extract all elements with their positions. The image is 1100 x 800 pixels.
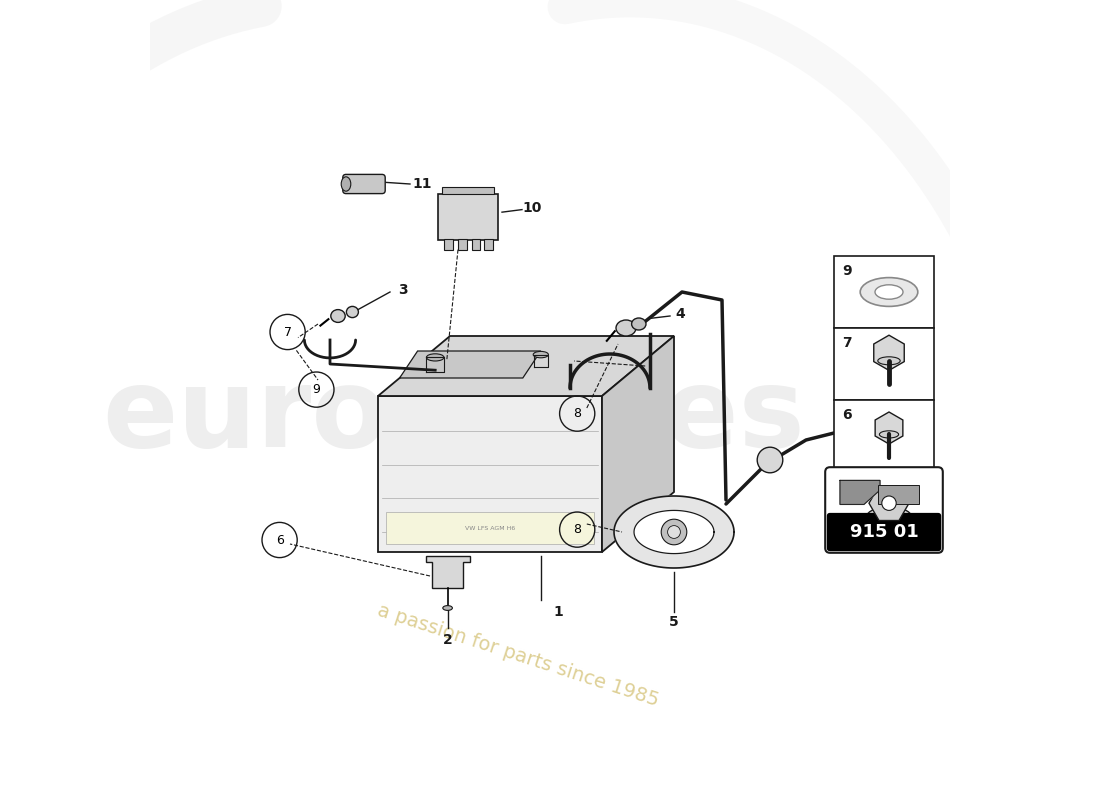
Text: 8: 8	[842, 480, 851, 494]
Ellipse shape	[867, 507, 911, 525]
Bar	[442, 187, 494, 194]
Circle shape	[668, 526, 681, 538]
Ellipse shape	[427, 354, 444, 361]
Bar	[484, 239, 493, 250]
Polygon shape	[399, 351, 541, 378]
Text: 9: 9	[842, 264, 851, 278]
Bar	[386, 512, 594, 544]
Text: 9: 9	[312, 383, 320, 396]
Text: 10: 10	[522, 201, 542, 215]
Text: 7: 7	[284, 326, 292, 338]
Bar	[834, 472, 934, 544]
Text: 8: 8	[573, 523, 581, 536]
Bar	[834, 400, 934, 472]
Polygon shape	[840, 480, 880, 504]
Ellipse shape	[534, 351, 549, 358]
Text: a passion for parts since 1985: a passion for parts since 1985	[375, 602, 661, 710]
Text: eurospares: eurospares	[102, 362, 805, 470]
Text: 5: 5	[669, 615, 679, 630]
Ellipse shape	[878, 357, 900, 365]
Text: 8: 8	[573, 407, 581, 420]
Bar	[878, 485, 920, 504]
Text: 11: 11	[412, 177, 431, 191]
FancyBboxPatch shape	[343, 174, 385, 194]
Circle shape	[757, 447, 783, 473]
Text: 915 01: 915 01	[849, 523, 918, 541]
FancyBboxPatch shape	[827, 513, 942, 551]
Polygon shape	[378, 396, 602, 552]
Bar	[458, 239, 466, 250]
Text: 6: 6	[276, 534, 284, 546]
Polygon shape	[602, 336, 674, 552]
Text: 4: 4	[675, 307, 685, 322]
Polygon shape	[634, 510, 714, 554]
Ellipse shape	[874, 285, 903, 299]
Bar	[834, 256, 934, 328]
Ellipse shape	[346, 306, 359, 318]
Ellipse shape	[631, 318, 646, 330]
Bar	[472, 239, 481, 250]
Circle shape	[882, 496, 896, 510]
Text: 7: 7	[842, 336, 851, 350]
Polygon shape	[426, 556, 470, 588]
Text: 2: 2	[442, 633, 452, 647]
Polygon shape	[378, 336, 674, 396]
Ellipse shape	[879, 430, 899, 438]
Ellipse shape	[331, 310, 345, 322]
Bar	[444, 239, 453, 250]
Bar	[438, 194, 498, 240]
Ellipse shape	[443, 606, 452, 610]
Ellipse shape	[616, 320, 636, 336]
FancyBboxPatch shape	[825, 467, 943, 553]
Text: 6: 6	[842, 408, 851, 422]
Circle shape	[661, 519, 686, 545]
Polygon shape	[614, 496, 734, 568]
Text: 3: 3	[398, 282, 408, 297]
Ellipse shape	[860, 278, 917, 306]
Ellipse shape	[341, 177, 351, 191]
Text: VW LFS AGM H6: VW LFS AGM H6	[465, 526, 515, 530]
Bar	[838, 418, 858, 438]
Bar	[834, 328, 934, 400]
Text: 1: 1	[554, 605, 563, 619]
